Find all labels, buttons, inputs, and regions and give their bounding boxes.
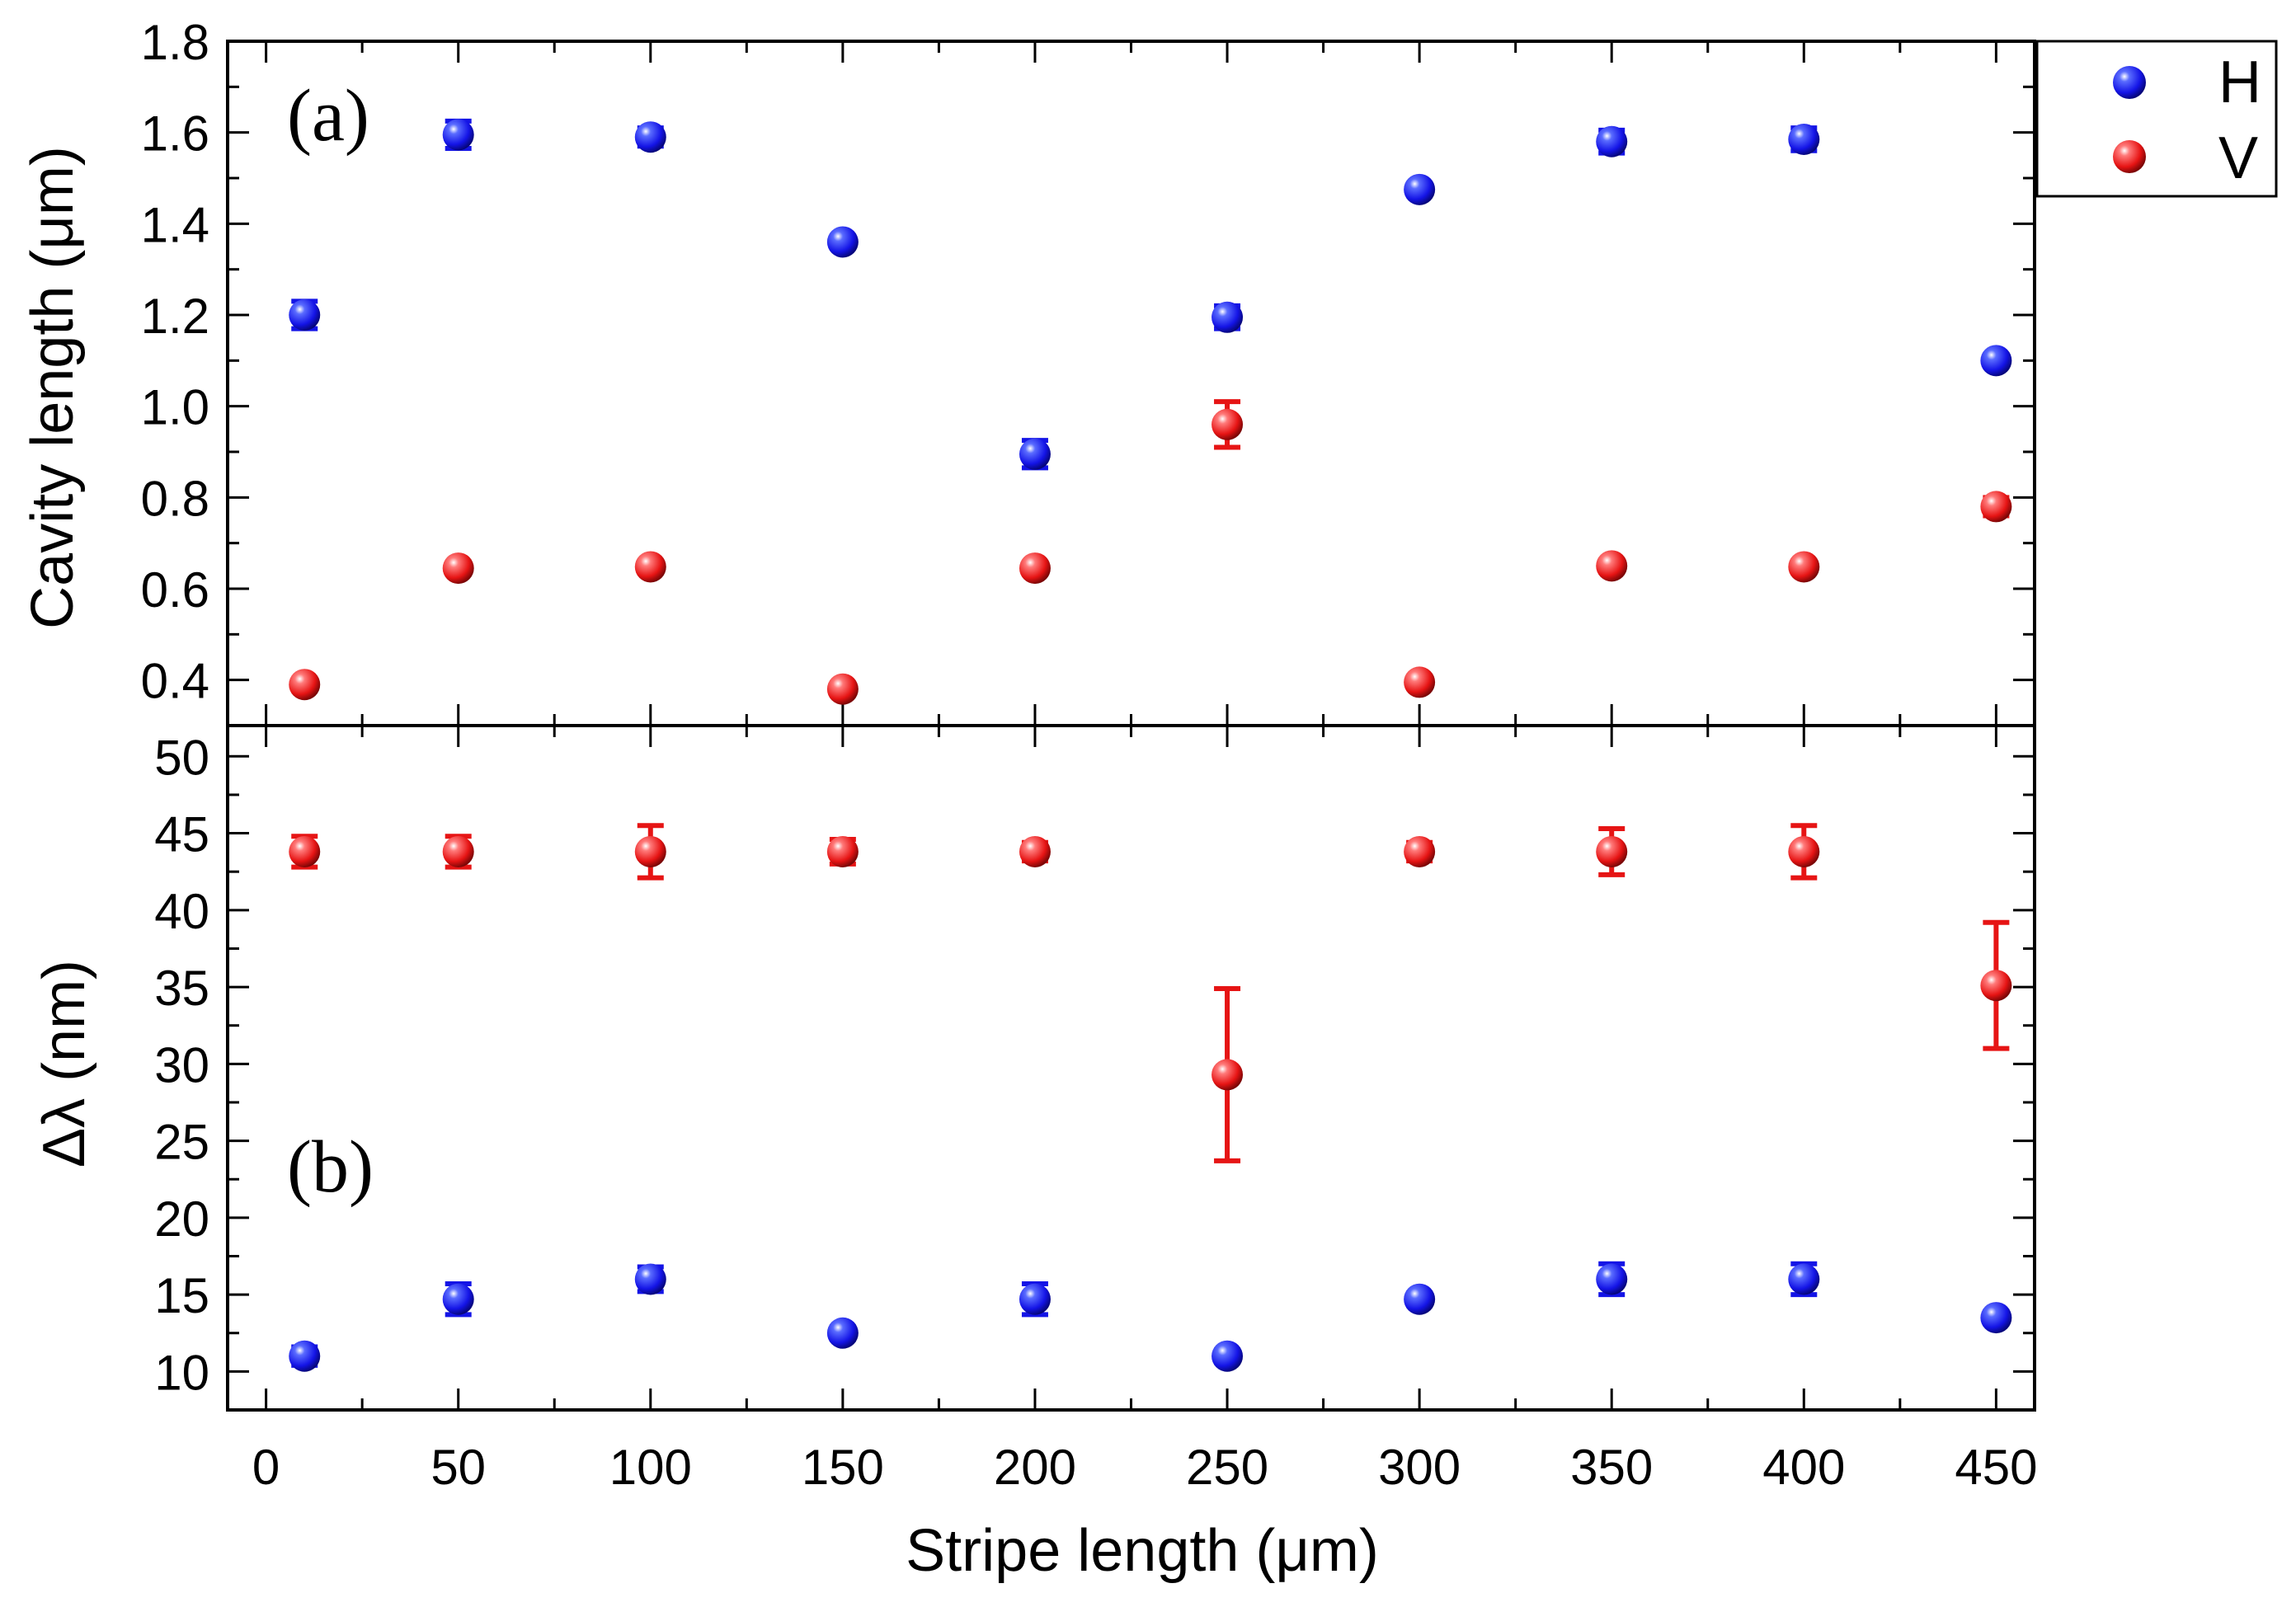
data-point-h bbox=[1019, 1283, 1051, 1315]
legend-label-v: V bbox=[2218, 125, 2258, 191]
y-tick-label-b: 50 bbox=[154, 730, 209, 785]
y-tick-label-b: 35 bbox=[154, 961, 209, 1016]
data-point-v bbox=[1404, 666, 1436, 698]
data-point-h bbox=[289, 1340, 321, 1372]
x-tick-label: 300 bbox=[1378, 1440, 1461, 1495]
panel-b: 10 15 20 25 30 35 40 45 50 bbox=[154, 724, 2036, 1412]
y-tick-label-a: 1.8 bbox=[141, 15, 209, 70]
data-point-v bbox=[1212, 1059, 1244, 1091]
y-tick-label-b: 10 bbox=[154, 1345, 209, 1400]
data-point-h bbox=[1404, 173, 1436, 205]
data-point-h bbox=[1596, 125, 1628, 157]
data-point-v bbox=[826, 673, 859, 705]
legend-marker-v bbox=[2113, 140, 2146, 173]
data-point-v bbox=[1788, 551, 1820, 583]
plot-frame-a bbox=[226, 40, 2036, 727]
x-tick-label: 0 bbox=[252, 1440, 280, 1495]
x-tick-label: 100 bbox=[609, 1440, 692, 1495]
x-tick-label: 450 bbox=[1955, 1440, 2037, 1495]
y-axis-title-b: Δλ (nm) bbox=[31, 960, 97, 1168]
data-point-h bbox=[1980, 345, 2012, 377]
data-point-v bbox=[442, 835, 474, 867]
y-tick-label-b: 20 bbox=[154, 1191, 209, 1247]
data-point-v bbox=[826, 835, 859, 867]
data-point-h bbox=[826, 226, 859, 258]
x-tick-label: 50 bbox=[430, 1440, 486, 1495]
y-tick-label-a: 1.4 bbox=[141, 197, 209, 252]
panel-label-a: (a) bbox=[287, 75, 369, 157]
data-point-v bbox=[1788, 835, 1820, 867]
x-tick-label: 200 bbox=[994, 1440, 1076, 1495]
panel-a: 0.4 0.6 0.8 1.0 1.2 1.4 1.6 1.8 bbox=[141, 15, 2036, 727]
data-point-v bbox=[634, 551, 666, 583]
data-point-v bbox=[1019, 552, 1051, 585]
y-tick-label-a: 0.4 bbox=[141, 654, 209, 709]
legend-box bbox=[2035, 40, 2278, 198]
x-tick-label: 350 bbox=[1570, 1440, 1653, 1495]
legend: H V bbox=[2035, 40, 2278, 198]
data-point-v bbox=[289, 669, 321, 701]
data-point-h bbox=[634, 1263, 666, 1295]
data-point-h bbox=[442, 1283, 474, 1315]
y-tick-label-a: 1.2 bbox=[141, 289, 209, 344]
x-tick-label: 150 bbox=[802, 1440, 884, 1495]
data-point-h bbox=[289, 299, 321, 331]
data-point-h bbox=[1788, 123, 1820, 155]
data-point-v bbox=[1212, 408, 1244, 440]
data-point-h bbox=[1980, 1302, 2012, 1334]
y-tick-label-a: 0.6 bbox=[141, 562, 209, 618]
data-point-v bbox=[1019, 835, 1051, 867]
data-point-v bbox=[634, 835, 666, 867]
y-tick-label-b: 15 bbox=[154, 1268, 209, 1323]
data-point-h bbox=[1212, 1340, 1244, 1372]
legend-label-h: H bbox=[2218, 49, 2261, 115]
legend-marker-h bbox=[2113, 66, 2146, 99]
data-point-h bbox=[1788, 1263, 1820, 1295]
x-tick-label: 250 bbox=[1186, 1440, 1268, 1495]
x-tick-labels: 0 50 100 150 200 250 300 350 400 450 bbox=[252, 1440, 2038, 1495]
y-tick-label-b: 45 bbox=[154, 807, 209, 862]
data-point-h bbox=[1019, 438, 1051, 470]
x-tick-label: 400 bbox=[1762, 1440, 1845, 1495]
data-point-h bbox=[826, 1317, 859, 1349]
data-point-v bbox=[1980, 491, 2012, 523]
panel-label-b: (b) bbox=[287, 1126, 374, 1208]
y-tick-label-a: 1.6 bbox=[141, 106, 209, 162]
data-point-v bbox=[1596, 835, 1628, 867]
data-point-v bbox=[289, 835, 321, 867]
data-point-v bbox=[1596, 550, 1628, 582]
data-point-h bbox=[634, 121, 666, 153]
data-point-h bbox=[1596, 1263, 1628, 1295]
data-point-v bbox=[1404, 835, 1436, 867]
data-point-h bbox=[442, 119, 474, 151]
y-tick-label-b: 25 bbox=[154, 1115, 209, 1170]
y-tick-label-b: 30 bbox=[154, 1037, 209, 1092]
y-tick-label-b: 40 bbox=[154, 884, 209, 939]
x-axis-title: Stripe length (μm) bbox=[906, 1518, 1379, 1584]
y-tick-label-a: 0.8 bbox=[141, 471, 209, 526]
y-axis-title-a: Cavity length (μm) bbox=[20, 146, 86, 629]
data-point-v bbox=[442, 552, 474, 585]
plot-frame-b bbox=[226, 724, 2036, 1412]
data-point-v bbox=[1980, 970, 2012, 1002]
data-point-h bbox=[1404, 1283, 1436, 1315]
data-point-h bbox=[1212, 301, 1244, 333]
y-tick-label-a: 1.0 bbox=[141, 380, 209, 435]
